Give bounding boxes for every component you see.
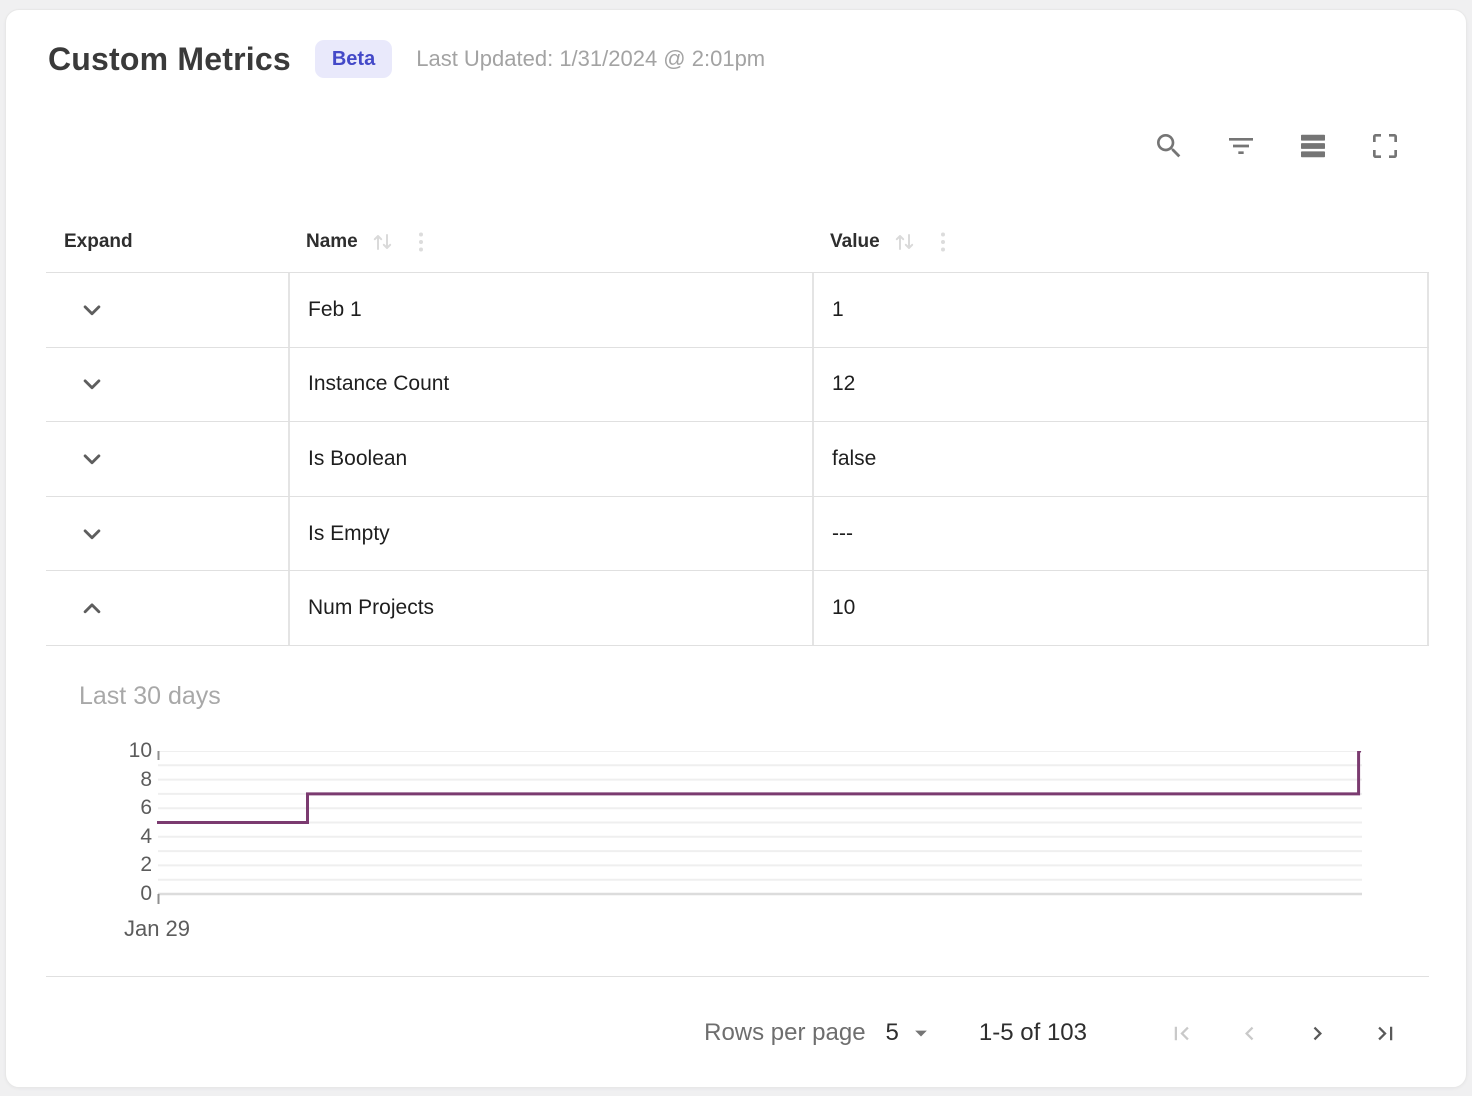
footer-divider xyxy=(46,976,1429,977)
search-button[interactable] xyxy=(1152,129,1186,163)
chevron-right-icon xyxy=(1313,1026,1322,1040)
card-header: Custom Metrics Beta Last Updated: 1/31/2… xyxy=(48,40,765,78)
first-page-button[interactable] xyxy=(1168,1020,1195,1047)
page-title: Custom Metrics xyxy=(48,40,291,77)
column-label-value: Value xyxy=(830,230,880,252)
column-menu-icon[interactable] xyxy=(411,229,431,255)
expand-row-button[interactable] xyxy=(76,443,108,475)
expand-row-button[interactable] xyxy=(76,368,108,400)
y-axis-tick-label: 4 xyxy=(140,824,152,848)
rows-per-page-value: 5 xyxy=(885,1019,899,1046)
table-row: Is Empty --- xyxy=(46,496,1429,572)
rows-per-page-select[interactable]: 5 xyxy=(886,1019,935,1047)
x-axis-tick-label: Jan 29 xyxy=(123,915,191,941)
column-label-expand: Expand xyxy=(64,230,133,252)
metric-value-cell: 10 xyxy=(812,571,1429,645)
pagination-range: 1-5 of 103 xyxy=(978,1019,1087,1046)
metric-name-cell: Is Empty xyxy=(288,496,812,571)
metrics-table: Expand Name Value Feb 1 1 xyxy=(46,211,1429,976)
metric-name-cell: Feb 1 xyxy=(288,273,812,347)
density-icon xyxy=(1301,134,1325,158)
step-line-chart xyxy=(157,750,1362,904)
chevron-down-icon xyxy=(83,529,101,539)
chevron-down-icon xyxy=(83,379,101,390)
metric-name-cell: Num Projects xyxy=(288,571,812,645)
table-header-row: Expand Name Value xyxy=(46,211,1429,273)
metric-value-cell: 12 xyxy=(812,347,1429,422)
column-menu-icon[interactable] xyxy=(933,229,953,255)
dropdown-arrow-icon xyxy=(915,1030,927,1037)
fullscreen-icon xyxy=(1373,134,1397,158)
metric-name-cell: Is Boolean xyxy=(288,422,812,496)
chevron-down-icon xyxy=(83,454,101,465)
first-page-icon xyxy=(1174,1026,1189,1040)
y-axis-tick-label: 8 xyxy=(140,767,152,791)
last-page-icon xyxy=(1378,1026,1393,1040)
sort-icon[interactable] xyxy=(893,230,917,254)
filter-icon xyxy=(1229,138,1253,154)
previous-page-button[interactable] xyxy=(1236,1020,1263,1047)
density-button[interactable] xyxy=(1296,129,1330,163)
chevron-left-icon xyxy=(1245,1026,1254,1040)
column-header-value[interactable]: Value xyxy=(812,229,1429,255)
expand-row-button[interactable] xyxy=(76,518,108,550)
last-updated-text: Last Updated: 1/31/2024 @ 2:01pm xyxy=(416,46,766,71)
column-header-expand: Expand xyxy=(46,231,288,253)
column-label-name: Name xyxy=(306,230,358,252)
chart-title: Last 30 days xyxy=(79,681,221,710)
search-icon xyxy=(1157,134,1181,158)
next-page-button[interactable] xyxy=(1304,1020,1331,1047)
metric-value-cell: false xyxy=(812,422,1429,496)
y-axis-tick-label: 0 xyxy=(140,881,152,905)
table-toolbar xyxy=(1152,129,1402,163)
collapse-row-button[interactable] xyxy=(76,592,108,624)
last-page-button[interactable] xyxy=(1372,1020,1399,1047)
row-detail-panel: Last 30 days 10 8 6 4 2 0 Jan 29 xyxy=(46,646,1429,976)
pagination-nav xyxy=(1127,1020,1399,1047)
table-row: Feb 1 1 xyxy=(46,273,1429,348)
fullscreen-button[interactable] xyxy=(1368,129,1402,163)
table-row: Instance Count 12 xyxy=(46,347,1429,423)
column-header-name[interactable]: Name xyxy=(288,229,812,255)
table-row: Is Boolean false xyxy=(46,422,1429,497)
y-axis-tick-label: 2 xyxy=(140,853,152,877)
y-axis-tick-label: 6 xyxy=(140,796,152,820)
table-row-expanded: Num Projects 10 xyxy=(46,571,1429,646)
metric-value-cell: --- xyxy=(812,496,1429,571)
pagination-footer: Rows per page 5 1-5 of 103 xyxy=(704,1005,1399,1061)
chevron-up-icon xyxy=(83,603,101,614)
expand-row-button[interactable] xyxy=(76,294,108,326)
sort-icon[interactable] xyxy=(371,230,395,254)
custom-metrics-card: Custom Metrics Beta Last Updated: 1/31/2… xyxy=(5,9,1467,1088)
chevron-down-icon xyxy=(83,305,101,315)
metric-name-cell: Instance Count xyxy=(288,347,812,422)
y-axis-tick-label: 10 xyxy=(128,738,152,762)
metric-value-cell: 1 xyxy=(812,273,1429,347)
beta-badge: Beta xyxy=(314,40,393,78)
rows-per-page-label: Rows per page xyxy=(704,1019,866,1046)
filter-button[interactable] xyxy=(1224,129,1258,163)
